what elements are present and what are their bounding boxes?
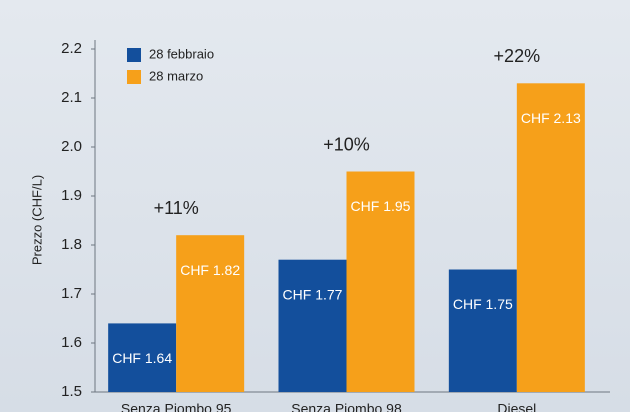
legend-label: 28 marzo bbox=[149, 68, 203, 83]
bar bbox=[278, 259, 347, 392]
value-label: CHF 1.64 bbox=[112, 350, 172, 366]
legend-swatch bbox=[127, 70, 141, 84]
bar bbox=[516, 83, 585, 393]
x-tick-label: Diesel bbox=[497, 401, 536, 412]
annotation: +10% bbox=[323, 134, 370, 154]
x-tick-label: Senza Piombo 95 bbox=[121, 401, 232, 412]
legend-label: 28 febbraio bbox=[149, 46, 214, 61]
value-label: CHF 1.75 bbox=[453, 296, 513, 312]
bar bbox=[176, 235, 245, 392]
bar bbox=[346, 171, 415, 392]
y-tick-label: 2.2 bbox=[61, 40, 82, 57]
bar bbox=[108, 323, 177, 392]
annotation: +11% bbox=[154, 198, 199, 218]
value-label: CHF 1.95 bbox=[351, 198, 411, 214]
value-label: CHF 1.77 bbox=[283, 286, 343, 302]
legend-swatch bbox=[127, 48, 141, 62]
y-tick-label: 2.1 bbox=[61, 89, 82, 106]
y-tick-label: 1.7 bbox=[61, 285, 82, 302]
annotation: +22% bbox=[494, 46, 541, 66]
y-axis-label: Prezzo (CHF/L) bbox=[29, 175, 44, 265]
y-tick-label: 1.5 bbox=[61, 383, 82, 400]
x-tick-label: Senza Piombo 98 bbox=[291, 401, 402, 412]
y-tick-label: 1.8 bbox=[61, 236, 82, 253]
y-tick-label: 1.9 bbox=[61, 187, 82, 204]
y-tick-label: 1.6 bbox=[61, 334, 82, 351]
value-label: CHF 1.82 bbox=[180, 262, 240, 278]
value-label: CHF 2.13 bbox=[521, 110, 581, 126]
bar bbox=[448, 269, 517, 392]
y-tick-label: 2.0 bbox=[61, 138, 82, 155]
